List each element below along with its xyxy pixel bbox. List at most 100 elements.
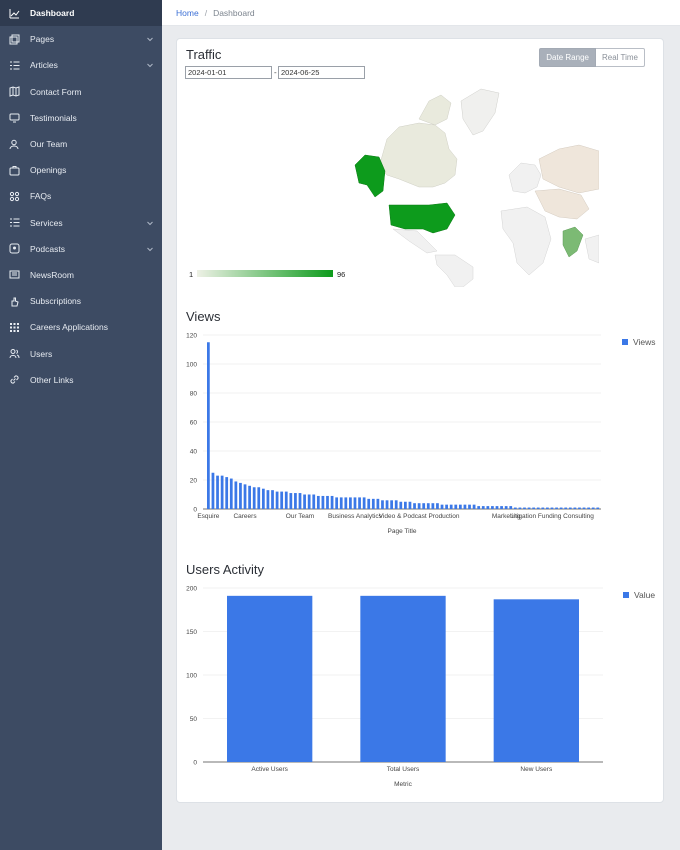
activity-y-tick-label: 100	[186, 673, 197, 680]
breadcrumb-home-link[interactable]: Home	[176, 7, 199, 18]
views-bar	[408, 501, 412, 509]
sidebar-item-label: Services	[30, 217, 63, 228]
activity-x-tick-label: Active Users	[251, 766, 288, 773]
views-bar	[582, 507, 586, 509]
views-bar	[330, 495, 334, 509]
views-bar	[523, 507, 526, 509]
views-y-tick-label: 120	[186, 333, 197, 340]
views-bar	[220, 475, 224, 509]
views-bar	[449, 504, 453, 509]
briefcase-icon	[9, 165, 20, 176]
sidebar-item-articles[interactable]: Articles	[0, 52, 162, 78]
map-mexico	[392, 228, 438, 254]
sidebar-item-dashboard[interactable]: Dashboard	[0, 0, 162, 27]
views-bar	[394, 500, 398, 509]
activity-bar	[493, 599, 579, 762]
views-bar	[349, 497, 352, 509]
link-icon	[9, 374, 20, 385]
views-bar	[518, 507, 522, 509]
team-icon	[9, 139, 20, 150]
views-y-tick-label: 0	[193, 507, 197, 514]
sidebar-item-podcasts[interactable]: Podcasts	[0, 236, 162, 262]
chevron-down-icon[interactable]	[146, 61, 154, 69]
activity-x-axis-label: Metric	[394, 781, 412, 788]
sidebar-item-label: Subscriptions	[30, 296, 82, 307]
sidebar-item-label: NewsRoom	[30, 269, 74, 280]
views-bar	[445, 504, 448, 509]
sidebar-item-openings[interactable]: Openings	[0, 157, 162, 183]
views-title: Views	[186, 309, 221, 324]
views-bar	[596, 507, 600, 509]
map-icon	[9, 86, 20, 97]
date-to-input[interactable]	[278, 66, 365, 79]
traffic-world-map[interactable]	[259, 79, 599, 287]
views-bar	[376, 498, 380, 509]
sidebar-item-contact-form[interactable]: Contact Form	[0, 79, 162, 105]
views-bar	[294, 493, 297, 509]
views-bar	[458, 504, 462, 509]
map-se-asia	[584, 234, 599, 264]
sidebar-item-label: Podcasts	[30, 243, 65, 254]
users-activity-legend: Value	[623, 590, 655, 600]
views-x-tick-label: Litigation Funding Consulting	[510, 513, 594, 520]
views-bar	[472, 504, 476, 509]
views-x-tick-label: Esquire	[197, 513, 219, 520]
views-y-tick-label: 20	[190, 478, 198, 485]
chevron-down-icon[interactable]	[146, 219, 154, 227]
views-bar	[578, 507, 581, 509]
sidebar-item-faqs[interactable]: FAQs	[0, 183, 162, 209]
map-usa	[388, 202, 456, 234]
sidebar-item-label: Testimonials	[30, 112, 77, 123]
users-icon	[9, 348, 20, 359]
views-bar	[587, 507, 591, 509]
sidebar-item-label: FAQs	[30, 191, 52, 202]
views-y-tick-label: 80	[190, 391, 198, 398]
views-bar	[500, 506, 503, 509]
map-india	[562, 226, 584, 258]
chevron-down-icon[interactable]	[146, 245, 154, 253]
views-y-tick-label: 40	[190, 449, 198, 456]
views-bar	[229, 478, 233, 509]
date-range-button[interactable]: Date Range	[539, 48, 596, 67]
views-bar	[239, 482, 242, 509]
sidebar-item-careers-applications[interactable]: Careers Applications	[0, 314, 162, 340]
views-bar	[303, 494, 306, 509]
sidebar-item-other-links[interactable]: Other Links	[0, 367, 162, 393]
views-bar	[371, 498, 375, 509]
views-bar	[335, 497, 339, 509]
chevron-down-icon[interactable]	[146, 35, 154, 43]
real-time-button[interactable]: Real Time	[595, 48, 645, 67]
activity-y-tick-label: 0	[193, 760, 197, 767]
date-from-input[interactable]	[185, 66, 272, 79]
views-bar	[527, 507, 531, 509]
map-alaska	[354, 154, 386, 198]
map-arctic-islands	[418, 94, 452, 126]
sidebar-item-testimonials[interactable]: Testimonials	[0, 105, 162, 131]
views-bar	[275, 491, 279, 509]
sidebar-item-subscriptions[interactable]: Subscriptions	[0, 288, 162, 314]
map-africa	[500, 206, 552, 276]
views-y-tick-label: 60	[190, 420, 198, 427]
breadcrumb: Home / Dashboard	[162, 0, 680, 26]
views-legend: Views	[622, 337, 656, 347]
sidebar-item-services[interactable]: Services	[0, 210, 162, 236]
users-activity-legend-swatch	[623, 592, 629, 598]
map-color-scale	[197, 270, 333, 277]
sidebar-item-label: Our Team	[30, 139, 68, 150]
views-bar	[550, 507, 554, 509]
views-bar	[344, 497, 348, 509]
views-bar	[422, 503, 426, 509]
sidebar-item-users[interactable]: Users	[0, 340, 162, 366]
views-bar	[216, 475, 219, 509]
views-bar	[491, 506, 494, 509]
sidebar-item-label: Pages	[30, 34, 55, 45]
sidebar: Dashboard Pages Articles Contact Form Testim…	[0, 0, 162, 850]
views-bar	[280, 491, 284, 509]
date-separator: -	[274, 68, 277, 77]
users-activity-title: Users Activity	[186, 562, 265, 577]
grid-icon	[9, 322, 20, 333]
map-scale-max: 96	[337, 270, 346, 279]
sidebar-item-newsroom[interactable]: NewsRoom	[0, 262, 162, 288]
sidebar-item-pages[interactable]: Pages	[0, 26, 162, 52]
sidebar-item-our-team[interactable]: Our Team	[0, 131, 162, 157]
